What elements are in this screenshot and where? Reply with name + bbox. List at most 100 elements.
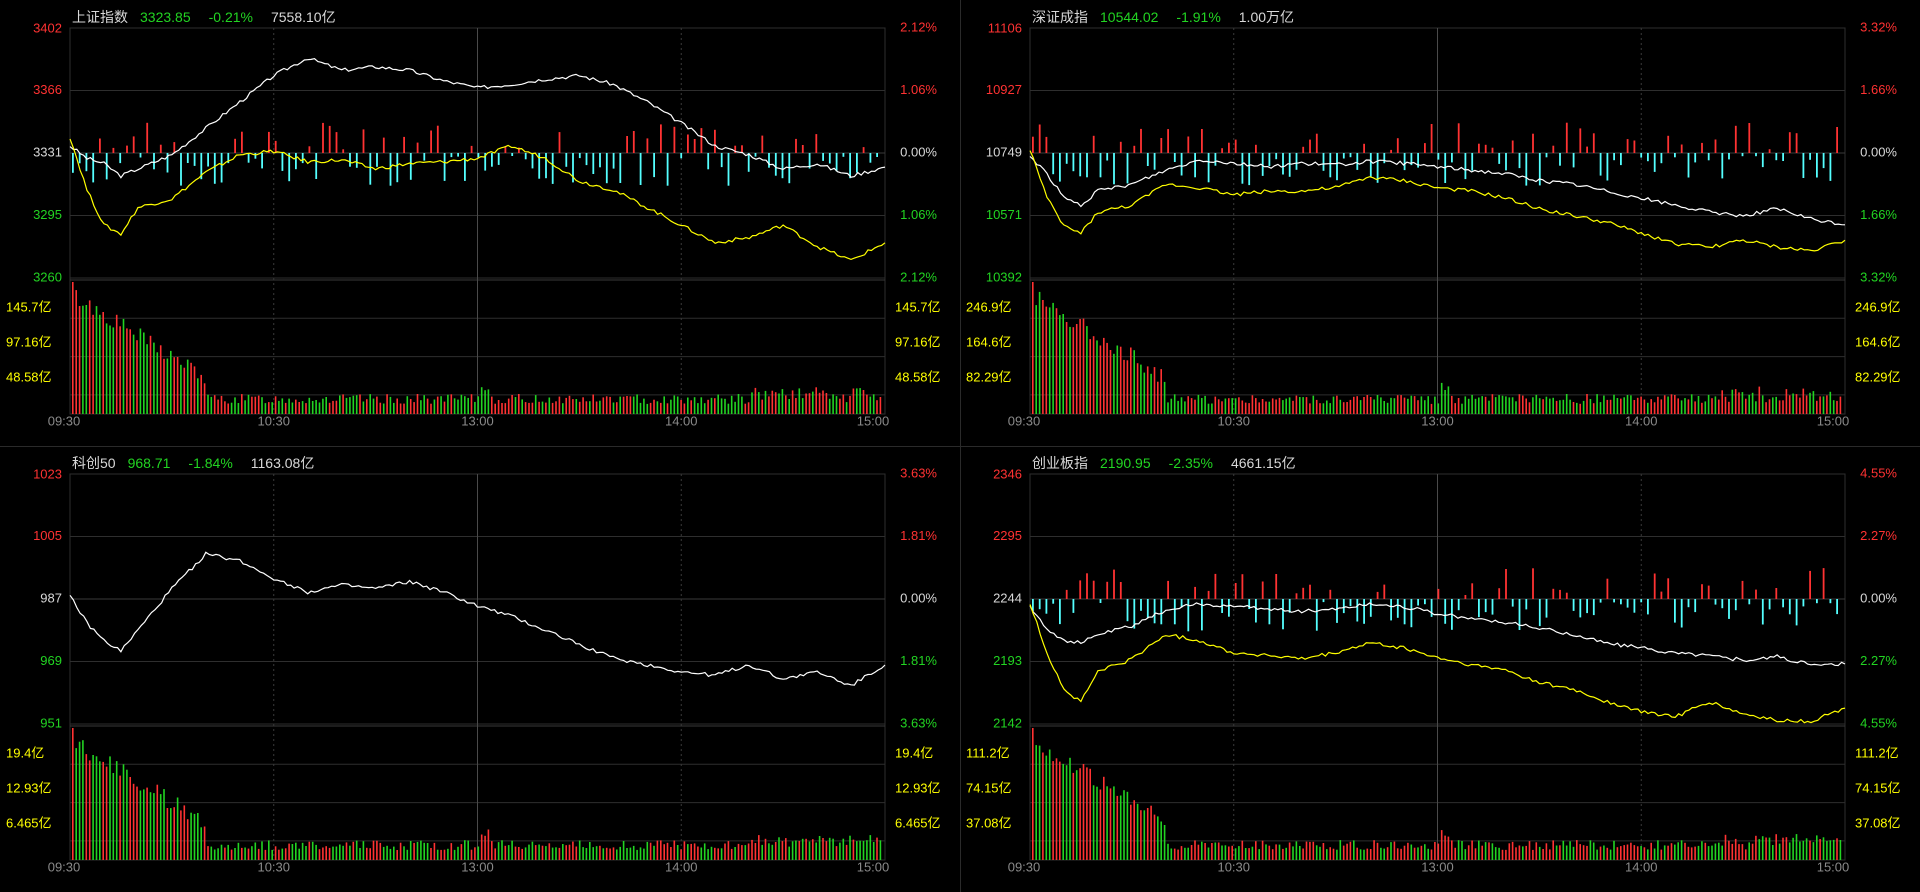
volume-bar <box>818 392 821 414</box>
volume-bar <box>1447 386 1450 414</box>
volume-bar <box>274 846 277 860</box>
volume-bar <box>521 848 523 860</box>
volume-bar <box>1332 848 1335 860</box>
panel-shanghai[interactable]: 3402 3366 3331 3295 3260 2.12% 1.06% 0.00% 1.06%… <box>0 0 960 446</box>
volume-bar <box>663 396 665 414</box>
volume-bar <box>298 848 300 860</box>
volume-bar <box>602 848 605 860</box>
volume-bar <box>1285 847 1287 860</box>
volume-bar <box>345 842 348 860</box>
breadth-bar-down <box>1390 599 1392 621</box>
panel-shenzhen[interactable]: 11106 10927 10749 10571 10392 3.32% 1.66% 0.00%… <box>960 0 1920 446</box>
breadth-bar-up <box>1167 129 1169 153</box>
volume-bar <box>710 397 713 414</box>
volume-bar <box>801 398 804 414</box>
volume-bar <box>609 848 611 860</box>
breadth-bar-down <box>254 153 257 159</box>
volume-bar <box>491 841 493 860</box>
volume-bar <box>339 844 341 860</box>
breadth-bar-down <box>1241 153 1244 184</box>
volume-bar <box>1292 400 1294 414</box>
volume-bar <box>393 402 395 414</box>
volume-bar <box>643 398 645 414</box>
breadth-bar-down <box>1133 599 1136 629</box>
volume-bar <box>183 367 186 414</box>
volume-bar <box>1603 395 1605 414</box>
volume-bar <box>1197 394 1200 414</box>
breadth-bar-up <box>1221 148 1223 153</box>
breadth-bar-up <box>342 149 345 153</box>
volume-bar <box>1353 396 1355 414</box>
breadth-bar-down <box>396 153 399 183</box>
chart-shenzhen[interactable]: 11106 10927 10749 10571 10392 3.32% 1.66% 0.00%… <box>960 0 1920 446</box>
volume-bar <box>241 394 243 414</box>
breadth-bar-down <box>497 153 500 165</box>
volume-bar <box>460 394 463 414</box>
volume-bar <box>1822 396 1825 414</box>
breadth-bar-down <box>1248 599 1251 609</box>
volume-bar <box>1288 397 1291 414</box>
volume-bar <box>707 399 709 414</box>
volume-bar <box>744 845 747 860</box>
volume-bar <box>1380 397 1382 414</box>
volume-bar <box>1160 821 1162 860</box>
volume-bar <box>812 839 814 860</box>
y-tick-right: 0.00% <box>1860 144 1897 159</box>
volume-bar <box>1542 849 1544 860</box>
volume-bar <box>754 843 757 860</box>
breadth-bar-down <box>849 153 851 179</box>
index-change: -1.91% <box>1176 9 1221 25</box>
volume-bar <box>653 399 655 414</box>
volume-bar <box>369 848 371 860</box>
volume-bar <box>639 402 642 414</box>
x-tick: 09:30 <box>48 413 81 428</box>
volume-bar <box>1640 846 1642 860</box>
breadth-bar-up <box>1167 580 1169 599</box>
volume-bar <box>183 805 186 860</box>
breadth-bar-down <box>281 153 284 171</box>
volume-bar <box>849 395 851 414</box>
volume-bar <box>724 843 726 860</box>
chart-chinext[interactable]: 2346 2295 2244 2193 2142 4.55% 2.27% 0.00% 2.27%… <box>960 446 1920 892</box>
volume-bar <box>1471 394 1473 414</box>
breadth-bar-down <box>1106 153 1109 161</box>
breadth-bar-down <box>781 153 784 179</box>
volume-bar <box>545 846 547 860</box>
volume-bar <box>447 394 449 414</box>
volume-bar <box>1474 848 1477 860</box>
breadth-bar-down <box>1369 599 1372 617</box>
breadth-bar-down <box>808 153 811 169</box>
breadth-bar-up <box>1748 123 1751 153</box>
volume-bar <box>1042 752 1044 860</box>
chart-shanghai[interactable]: 3402 3366 3331 3295 3260 2.12% 1.06% 0.00% 1.06%… <box>0 0 960 446</box>
volume-bar <box>761 844 763 860</box>
breadth-bar-down <box>1173 599 1176 625</box>
chart-star50[interactable]: 1023 1005 987 969 951 3.63% 1.81% 0.00% 1.81% 3.6… <box>0 446 960 892</box>
panel-chinext[interactable]: 2346 2295 2244 2193 2142 4.55% 2.27% 0.00% 2.27%… <box>960 446 1920 892</box>
breadth-bar-down <box>1430 599 1433 617</box>
breadth-bar-up <box>1768 149 1771 153</box>
volume-bar <box>1555 400 1558 414</box>
breadth-bar-down <box>1816 153 1818 178</box>
volume-bar <box>1481 396 1483 414</box>
breadth-bar-up <box>1113 569 1115 599</box>
volume-bar <box>507 398 510 414</box>
volume-bar <box>592 394 594 414</box>
volume-bar <box>311 401 314 414</box>
breadth-bar-down <box>213 153 216 184</box>
volume-tick-left: 82.29亿 <box>966 369 1012 384</box>
index-name: 科创50 <box>72 455 116 471</box>
volume-bar <box>1538 398 1541 414</box>
panel-star50[interactable]: 1023 1005 987 969 951 3.63% 1.81% 0.00% 1.81% 3.6… <box>0 446 960 892</box>
volume-bar <box>545 402 547 414</box>
volume-bar <box>254 842 257 860</box>
volume-bar <box>1549 849 1551 860</box>
price-line <box>69 58 886 179</box>
volume-bar <box>1647 849 1649 860</box>
breadth-bar-down <box>1768 599 1771 610</box>
breadth-bar-down <box>1728 599 1730 619</box>
volume-bar <box>1528 402 1531 414</box>
volume-bar <box>1126 791 1129 860</box>
volume-bar <box>1623 845 1625 860</box>
volume-bar <box>278 400 280 414</box>
